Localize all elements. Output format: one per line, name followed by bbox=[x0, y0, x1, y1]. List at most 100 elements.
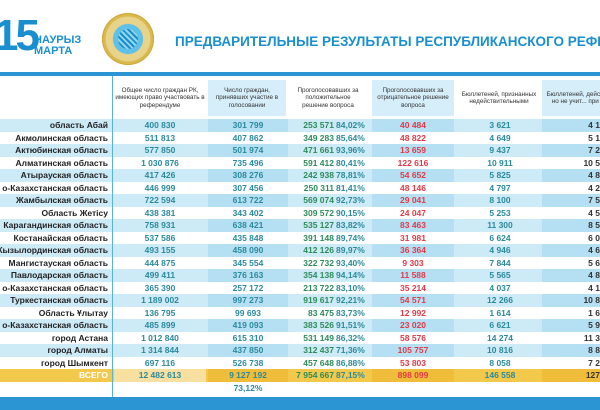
voted-count: 613 722 bbox=[208, 194, 288, 207]
valid-not-counted: 6 0 bbox=[542, 232, 600, 245]
eligible-count-text: 1 012 840 bbox=[141, 332, 179, 343]
table-row: о-Казахстанская область 365 390 257 172 213… bbox=[0, 282, 600, 295]
invalid-count: 8 100 bbox=[460, 194, 540, 207]
yes-percent: 93,40% bbox=[336, 257, 372, 270]
invalid-count-text: 14 274 bbox=[487, 332, 513, 343]
valid-not-counted: 1 6 bbox=[542, 307, 600, 320]
no-count: 48 822 bbox=[372, 132, 454, 145]
eligible-count: 446 999 bbox=[114, 182, 206, 195]
valid-not-counted: 127 bbox=[542, 369, 600, 382]
region-name-text: город Астана bbox=[51, 332, 108, 343]
no-count: 29 041 bbox=[372, 194, 454, 207]
no-count-text: 54 652 bbox=[400, 170, 426, 180]
voted-count-text: 308 276 bbox=[232, 170, 264, 180]
valid-not-counted: 5 1 bbox=[542, 132, 600, 145]
region-name-text: Карагандинская область bbox=[3, 220, 108, 230]
voted-count: 501 974 bbox=[208, 144, 288, 157]
region-name: город Шымкент bbox=[0, 357, 108, 370]
voted-count: 435 848 bbox=[208, 232, 288, 245]
no-count: 11 588 bbox=[372, 269, 454, 282]
eligible-count: 511 813 bbox=[114, 132, 206, 145]
table-row: Атырауская область 417 426 308 276 242 938 7… bbox=[0, 169, 600, 182]
invalid-count: 12 266 bbox=[460, 294, 540, 307]
yes-count: 531 149 bbox=[290, 332, 334, 345]
region-name: город Алматы bbox=[0, 344, 108, 357]
yes-count-text: 391 148 bbox=[303, 232, 334, 243]
voted-count: 308 276 bbox=[208, 169, 288, 182]
region-name-text: Акмолинская область bbox=[15, 132, 108, 143]
yes-percent-text: 84,02% bbox=[336, 120, 365, 130]
invalid-count: 1 614 bbox=[460, 307, 540, 320]
yes-percent: 87,15% bbox=[336, 369, 372, 382]
invalid-count-text: 9 437 bbox=[489, 145, 511, 155]
invalid-count-text: 4 037 bbox=[489, 282, 511, 293]
voted-count: 458 090 bbox=[208, 244, 288, 257]
voted-count: 99 693 bbox=[208, 307, 288, 320]
region-name: о-Казахстанская область bbox=[0, 182, 108, 195]
invalid-count-text: 7 844 bbox=[489, 257, 511, 268]
invalid-count-text: 6 621 bbox=[489, 320, 511, 330]
valid-not-counted-text: 4 5 bbox=[588, 207, 600, 218]
no-count: 40 484 bbox=[372, 119, 454, 132]
date-day: 15 bbox=[0, 11, 40, 60]
eligible-count-text: 537 586 bbox=[144, 232, 176, 243]
yes-count: 253 571 bbox=[290, 119, 334, 132]
invalid-count-text: 4 946 bbox=[489, 245, 511, 255]
region-name-text: Костанайская область bbox=[13, 232, 108, 243]
voted-count: 301 799 bbox=[208, 119, 288, 132]
eligible-count: 438 381 bbox=[114, 207, 206, 220]
eligible-count-text: 438 381 bbox=[144, 207, 176, 218]
yes-percent: 94,14% bbox=[336, 269, 372, 282]
region-name-text: Туркестанская область bbox=[10, 295, 108, 305]
eligible-count: 537 586 bbox=[114, 232, 206, 245]
yes-count: 242 938 bbox=[290, 169, 334, 182]
invalid-count-text: 5 825 bbox=[489, 170, 511, 180]
yes-percent: 90,15% bbox=[336, 207, 372, 220]
valid-not-counted-text: 10 8 bbox=[583, 295, 600, 305]
table-row: Алматинская область 1 030 876 735 496 591 4… bbox=[0, 157, 600, 170]
eligible-count-text: 722 594 bbox=[144, 195, 176, 205]
yes-count-text: 309 572 bbox=[303, 207, 334, 218]
eligible-count-text: 417 426 bbox=[144, 170, 176, 180]
date-month: НАУРЫЗ МАРТА bbox=[34, 35, 81, 57]
yes-percent: 80,41% bbox=[336, 157, 372, 170]
eligible-count: 485 899 bbox=[114, 319, 206, 332]
eligible-count-text: 400 830 bbox=[144, 120, 176, 130]
yes-percent-text: 91,51% bbox=[336, 320, 365, 330]
valid-not-counted-text: 7 2 bbox=[588, 357, 600, 368]
valid-not-counted-text: 11 3 bbox=[583, 332, 600, 343]
valid-not-counted-text: 5 6 bbox=[588, 257, 600, 268]
no-count: 35 214 bbox=[372, 282, 454, 295]
region-name-text: Жамбылская область bbox=[16, 195, 108, 205]
eligible-count: 1 030 876 bbox=[114, 157, 206, 170]
eligible-count: 365 390 bbox=[114, 282, 206, 295]
yes-percent-text: 94,14% bbox=[336, 270, 365, 280]
valid-not-counted: 11 3 bbox=[542, 332, 600, 345]
voted-count-text: 613 722 bbox=[232, 195, 264, 205]
no-count-text: 24 047 bbox=[400, 207, 426, 218]
valid-not-counted-text: 8 8 bbox=[588, 345, 600, 355]
total-row: ВСЕГО 12 482 613 9 127 192 7 954 667 87,15% 8… bbox=[0, 369, 600, 382]
voted-count-text: 345 554 bbox=[232, 257, 264, 268]
voted-count: 9 127 192 bbox=[208, 369, 288, 382]
eligible-count: 697 116 bbox=[114, 357, 206, 370]
region-name-text: ВСЕГО bbox=[79, 370, 108, 380]
yes-count-text: 569 074 bbox=[303, 195, 334, 205]
voted-count: 997 273 bbox=[208, 294, 288, 307]
valid-not-counted: 10 8 bbox=[542, 294, 600, 307]
no-count-text: 48 822 bbox=[400, 132, 426, 143]
eligible-count-text: 446 999 bbox=[144, 182, 176, 193]
voted-count-text: 435 848 bbox=[232, 232, 264, 243]
eligible-count: 499 411 bbox=[114, 269, 206, 282]
table-row: Туркестанская область 1 189 002 997 273 919… bbox=[0, 294, 600, 307]
turnout-percent: 73,12% bbox=[233, 383, 263, 393]
eligible-count: 12 482 613 bbox=[114, 369, 206, 382]
invalid-count: 4 649 bbox=[460, 132, 540, 145]
no-count-text: 29 041 bbox=[400, 195, 426, 205]
valid-not-counted-text: 4 8 bbox=[588, 270, 600, 280]
valid-not-counted: 4 5 bbox=[542, 207, 600, 220]
region-name: Область Ұлытау bbox=[0, 307, 108, 320]
no-count-text: 105 757 bbox=[397, 345, 429, 355]
voted-count-text: 343 402 bbox=[232, 207, 264, 218]
valid-not-counted-text: 5 1 bbox=[588, 132, 600, 143]
